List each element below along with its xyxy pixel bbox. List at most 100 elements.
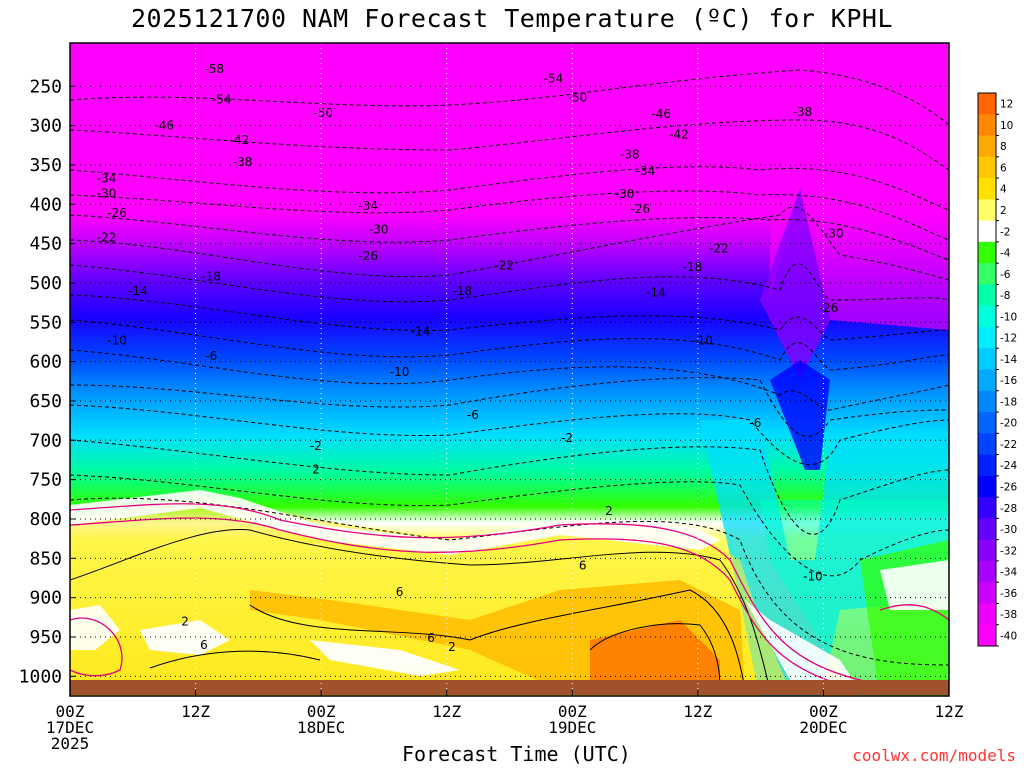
contour-label: -54: [544, 71, 564, 85]
x-tick-label: 12Z: [683, 702, 712, 721]
isotherm-14: [70, 404, 949, 466]
colorbar-swatch: [978, 454, 996, 477]
surface-pocket-1: [140, 620, 230, 655]
isotherm-plus6-core: [589, 623, 721, 689]
colorbar-swatch: [978, 199, 996, 222]
colorbar-label: -18: [1000, 396, 1017, 408]
y-tick-label: 350: [29, 155, 62, 176]
y-tick-label: 750: [29, 470, 62, 491]
y-tick-label: 400: [29, 194, 62, 215]
isotherm-50: [70, 166, 949, 211]
contour-label: -30: [824, 226, 844, 240]
x-tick-label: 00Z: [56, 702, 85, 721]
colorbar-label: -38: [1000, 609, 1017, 621]
contour-label: -58: [205, 62, 225, 76]
colorbar-label: -32: [1000, 545, 1017, 557]
colorbar-swatch: [978, 624, 996, 647]
colorbar-swatch: [978, 114, 996, 137]
y-tick-label: 900: [29, 588, 62, 609]
colorbar-swatch: [978, 263, 996, 285]
isotherm-26: [70, 319, 949, 371]
surface-pocket-5: [880, 560, 949, 610]
contour-label: -38: [793, 105, 813, 119]
colorbar-swatch: [978, 582, 996, 604]
colorbar-label: -16: [1000, 375, 1017, 387]
colorbar-swatch: [978, 539, 996, 562]
colorbar-label: 12: [1000, 99, 1013, 111]
contour-label: -18: [683, 260, 703, 274]
contour-label: 2: [312, 462, 320, 476]
colorbar-swatch: [978, 390, 996, 413]
contour-label: -30: [97, 186, 117, 200]
contour-label: 2: [181, 614, 189, 628]
contour-label: -6: [205, 349, 217, 363]
contour-label: -6: [749, 416, 761, 430]
contour-label: -30: [615, 187, 635, 201]
colorbar-swatch: [978, 497, 996, 519]
colorbar-swatch: [978, 412, 996, 434]
y-tick-label: 950: [29, 627, 62, 648]
colorbar-swatch: [978, 560, 996, 583]
contour-label: 6: [579, 558, 587, 572]
contour-label: -10: [693, 333, 713, 347]
colorbar-label: -28: [1000, 503, 1017, 515]
plot-field: -58-54-50-54-50-46-46-42 -42-38-38-38-34-…: [70, 43, 949, 696]
contour-label: -26: [358, 249, 378, 263]
colorbar-swatch: [978, 475, 996, 498]
contour-label: -10: [107, 333, 127, 347]
contour-label: -14: [646, 285, 666, 299]
colorbar-swatch: [978, 284, 996, 307]
x-axis-title: Forecast Time (UTC): [402, 742, 631, 766]
isotherm-38: [70, 206, 949, 281]
x-tick-label: 18DEC: [297, 718, 345, 737]
colorbar-swatch: [978, 326, 996, 349]
colorbar-label: -8: [1000, 290, 1010, 302]
isotherm-10: [70, 439, 949, 535]
colorbar-swatch: [978, 433, 996, 456]
x-tick-label: 12Z: [181, 702, 210, 721]
x-tick-label: 00Z: [558, 702, 587, 721]
colorbar-label: 10: [1000, 120, 1013, 132]
y-tick-label: 550: [29, 312, 62, 333]
surface-pocket-4: [745, 600, 860, 690]
contour-label: -42: [669, 127, 689, 141]
x-tick-label: 12Z: [935, 702, 964, 721]
colorbar-label: -4: [1000, 248, 1011, 260]
colorbar-swatch: [978, 369, 996, 392]
contour-label: -46: [154, 119, 174, 133]
colorbar-label: -2: [1000, 226, 1010, 238]
colorbar-swatch: [978, 241, 996, 264]
contour-label: -10: [803, 569, 823, 583]
freezing-isotherms: [70, 503, 949, 691]
colorbar-swatch: [978, 348, 996, 370]
colorbar-swatch: [978, 93, 996, 115]
y-tick-label: 650: [29, 391, 62, 412]
isotherm-18: [70, 377, 949, 437]
contour-label: -22: [97, 230, 117, 244]
y-tick-label: 250: [29, 76, 62, 97]
contour-label: -50: [313, 106, 333, 120]
surface-pocket-3: [70, 605, 120, 650]
isotherm-plus6-main: [249, 589, 746, 691]
colorbar-label: 4: [1000, 184, 1007, 196]
contour-label: 6: [427, 631, 435, 645]
y-tick-label: 800: [29, 509, 62, 530]
isotherm-34: [70, 263, 949, 303]
y-tick-label: 600: [29, 352, 62, 373]
zero-line-lower: [70, 517, 861, 691]
colorbar: 12 10 8 6 4 2 -2 -4 -6 -8 -10 -12 -14 -16 -18 -20 -22 -24…: [977, 92, 1017, 647]
isotherm-30: [70, 294, 949, 341]
ground-surface: [70, 680, 949, 695]
contour-label: -26: [107, 206, 127, 220]
colorbar-swatch: [978, 603, 996, 626]
contour-label: -14: [411, 325, 431, 339]
contour-label: -2: [310, 439, 322, 453]
contour-label: 2: [605, 504, 613, 518]
contour-label: -26: [630, 202, 650, 216]
contour-label: -38: [620, 148, 640, 162]
colorbar-label: -14: [1000, 354, 1017, 366]
colorbar-label: -36: [1000, 588, 1017, 600]
plot-frame: [69, 42, 950, 697]
y-tick-label: 700: [29, 430, 62, 451]
contour-label: -34: [358, 199, 378, 213]
